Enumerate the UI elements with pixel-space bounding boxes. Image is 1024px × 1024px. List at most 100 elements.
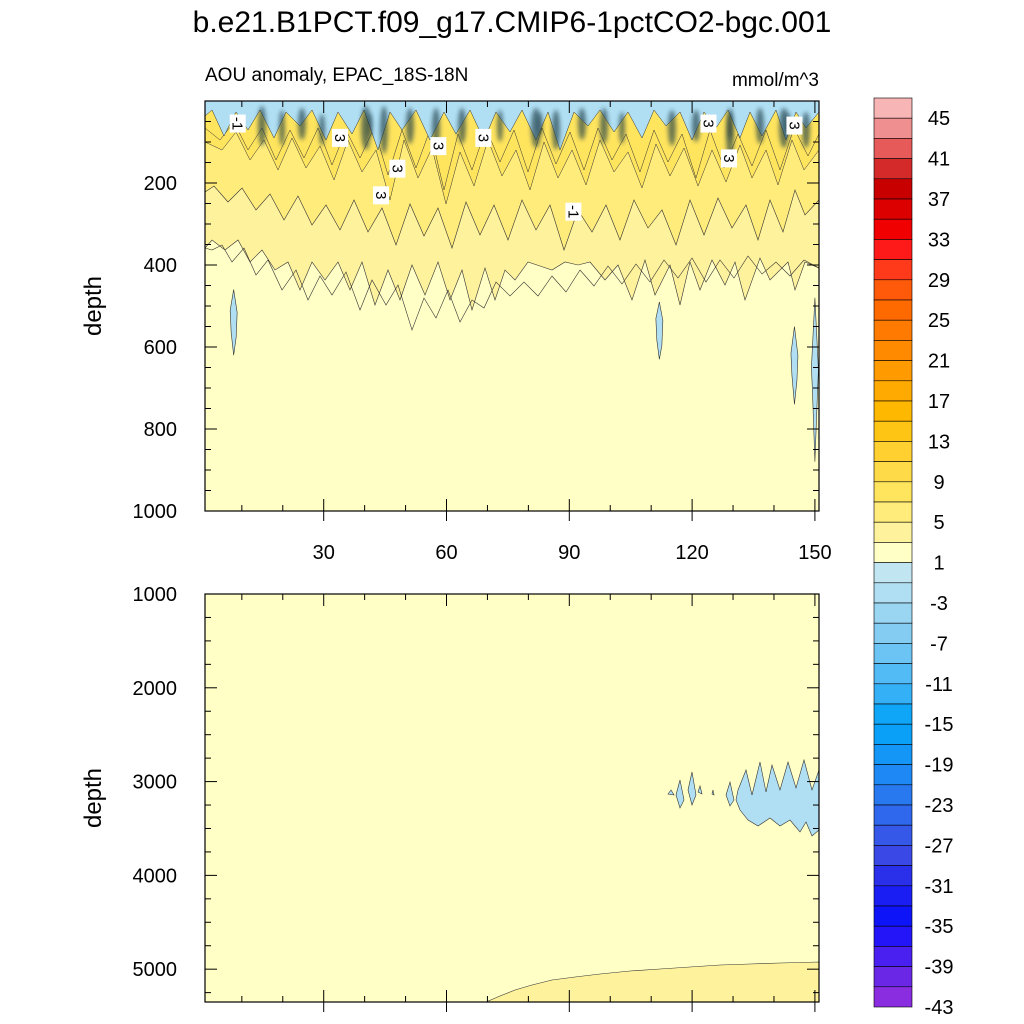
colorbar-box	[873, 764, 913, 786]
colorbar-box	[873, 744, 913, 765]
top-x-axis: 30 60 90 120 150	[241, 101, 832, 564]
contour-label: 3	[388, 159, 406, 178]
contour-label-box	[700, 114, 717, 133]
contour-label-box	[720, 149, 737, 168]
contour-label-text: 3	[785, 121, 802, 129]
colorbar-box	[873, 117, 913, 139]
colorbar-box	[873, 441, 913, 462]
y-tick-label: 4000	[133, 865, 178, 887]
colorbar-label: 37	[928, 189, 950, 211]
contour-line-1	[205, 244, 819, 331]
y-tick-label: 2000	[133, 678, 178, 700]
colorbar-box	[873, 784, 913, 806]
colorbar-box	[873, 360, 913, 382]
colorbar-box	[873, 218, 913, 240]
colorbar-box	[873, 299, 913, 321]
contour-label: -1	[564, 202, 582, 221]
y-tick-label: 800	[144, 419, 177, 441]
colorbar-box	[873, 198, 913, 220]
subtitle-left: AOU anomaly, EPAC_18S-18N	[205, 65, 468, 86]
deep-negative-region	[735, 758, 819, 837]
colorbar-label: 33	[928, 229, 950, 251]
colorbar-box	[873, 986, 913, 1008]
colorbar-box	[873, 461, 913, 483]
colorbar-box	[873, 239, 913, 260]
y-tick-label: 600	[144, 337, 177, 359]
negative-patch	[229, 289, 238, 356]
negative-anomaly-upper	[205, 101, 819, 151]
colorbar-box	[873, 340, 913, 361]
contour-label-box	[565, 202, 582, 221]
colorbar-label: -39	[925, 957, 954, 979]
colorbar-label: -35	[925, 916, 954, 938]
colorbar-box	[873, 380, 913, 402]
colorbar-box	[873, 602, 913, 624]
colorbar-box	[873, 97, 913, 119]
bottom-panel: 1000 2000 3000 4000 5000 depth	[80, 584, 820, 1012]
deep-negative-small-2	[687, 771, 697, 806]
bottom-x-axis	[241, 594, 816, 1012]
top-y-axis: 200 400 600 800 1000	[133, 100, 819, 523]
colorbar-box	[873, 703, 913, 725]
colorbar-box	[873, 400, 913, 422]
contour-label-text: 3	[720, 154, 737, 162]
colorbar-label: -19	[925, 755, 954, 777]
y-tick-label: 1000	[133, 584, 178, 606]
colorbar-label: 21	[928, 351, 950, 373]
contour-label-text: -1	[229, 117, 246, 130]
contour-label: -1	[229, 114, 246, 133]
bottom-panel-background	[205, 594, 819, 1002]
contour-label: 3	[331, 128, 349, 147]
colorbar-label: 1	[933, 553, 944, 575]
contour-label: 3	[474, 128, 492, 147]
colorbar-box	[873, 501, 913, 523]
bottom-y-axis: 1000 2000 3000 4000 5000	[133, 584, 819, 994]
contour-label-text: 3	[331, 134, 348, 142]
top-panel: -1 3 3 3 3 3 -1 3 3 3 200 400 600 800 1000 30 60 90 120 1…	[80, 100, 832, 564]
colorbar-box	[873, 723, 913, 745]
colorbar-box	[873, 562, 913, 584]
contour-label-text: 3	[388, 164, 405, 172]
deep-negative-small-4	[667, 789, 675, 796]
contour-label-text: 3	[372, 191, 389, 199]
y-tick-label: 5000	[133, 959, 178, 981]
colorbar-box	[873, 683, 913, 705]
x-tick-label: 120	[675, 542, 708, 564]
positive-anomaly-high	[205, 101, 819, 205]
colorbar-box	[873, 946, 913, 967]
colorbar-box	[873, 804, 913, 826]
colorbar-box	[873, 279, 913, 301]
contour-label-text: -1	[564, 205, 581, 218]
colorbar-boxes	[873, 97, 913, 1008]
colorbar-box	[873, 925, 913, 947]
colorbar-box	[873, 885, 913, 907]
x-tick-label: 60	[435, 542, 457, 564]
contour-label: 3	[429, 137, 447, 156]
colorbar-label: 41	[928, 149, 950, 171]
colorbar-box	[873, 138, 913, 159]
x-tick-label: 90	[558, 542, 580, 564]
colorbar-box	[873, 622, 913, 644]
negative-patch	[790, 326, 799, 405]
contour-label-text: 3	[699, 119, 716, 127]
colorbar-label: 13	[928, 431, 950, 453]
colorbar-box	[873, 420, 913, 442]
y-tick-label: 1000	[133, 501, 178, 523]
colorbar-box	[873, 259, 913, 281]
units-label: mmol/m^3	[732, 70, 819, 91]
contour-labels: -1 3 3 3 3 3 -1 3 3 3	[229, 114, 803, 221]
bottom-panel-frame	[204, 593, 820, 1003]
contour-line-2	[205, 121, 819, 191]
contour-label-box	[373, 186, 390, 205]
contour-label-box	[475, 128, 492, 147]
contour-label: 3	[720, 149, 737, 168]
colorbar-box	[873, 663, 913, 685]
contour-label-text: 3	[474, 134, 491, 142]
colorbar-label: -43	[925, 997, 954, 1019]
colorbar-box	[873, 643, 913, 664]
colorbar-label: -15	[925, 714, 954, 736]
colorbar-label: -7	[930, 633, 948, 655]
x-tick-label: 30	[313, 542, 335, 564]
colorbar-label: 9	[933, 472, 944, 494]
